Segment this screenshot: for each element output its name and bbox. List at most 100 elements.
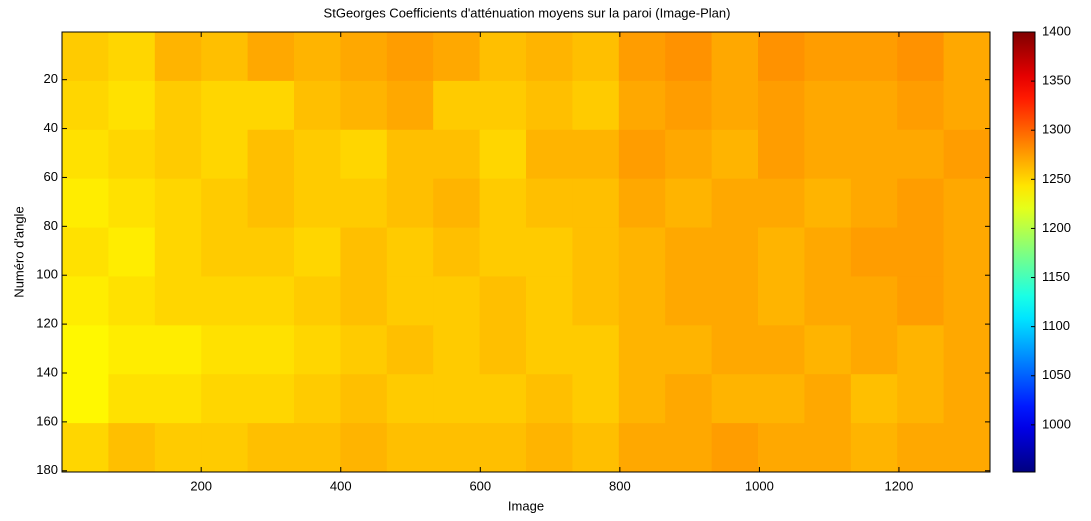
heatmap-cell [247, 276, 295, 326]
heatmap-cell [618, 129, 666, 180]
heatmap-cell [572, 374, 620, 424]
heatmap-cell [758, 423, 805, 473]
heatmap-cell [294, 178, 341, 229]
heatmap-cell [201, 325, 249, 375]
heatmap-cell [294, 374, 341, 424]
heatmap-cell [294, 32, 341, 82]
heatmap-cell [247, 423, 295, 473]
heatmap-cell [479, 374, 527, 424]
heatmap-cell [572, 423, 620, 473]
heatmap-cell [897, 325, 945, 375]
heatmap-cell [433, 276, 481, 326]
heatmap-cell [108, 276, 156, 326]
heatmap-cell [943, 80, 991, 131]
heatmap-cell [618, 374, 666, 424]
y-tick-label: 120 [36, 316, 58, 331]
colorbar-tick-label: 1400 [1042, 23, 1071, 38]
heatmap-cell [108, 423, 156, 473]
heatmap-cell [247, 129, 295, 180]
heatmap-cell [433, 423, 481, 473]
heatmap-cell [711, 374, 759, 424]
heatmap-cell [294, 227, 341, 277]
heatmap-cell [804, 374, 852, 424]
heatmap-cell [711, 423, 759, 473]
heatmap-cell [758, 178, 805, 229]
heatmap-cell [108, 178, 156, 229]
heatmap-cell [386, 178, 434, 229]
heatmap-cell [62, 423, 109, 473]
heatmap-cell [618, 276, 666, 326]
heatmap-cell [804, 32, 852, 82]
heatmap-cell [154, 227, 202, 277]
heatmap-cell [526, 80, 573, 131]
heatmap-cell [479, 325, 527, 375]
heatmap-cell [804, 80, 852, 131]
heatmap-cell [526, 178, 573, 229]
heatmap-cell [201, 32, 249, 82]
heatmap-cell [572, 178, 620, 229]
heatmap-cell [386, 276, 434, 326]
heatmap-cell [340, 325, 388, 375]
colorbar [1012, 31, 1036, 473]
heatmap-cell [897, 80, 945, 131]
heatmap-cell [804, 423, 852, 473]
chart-title: StGeorges Coefficients d'atténuation moy… [324, 5, 731, 20]
heatmap-cell [386, 32, 434, 82]
heatmap-cell [479, 129, 527, 180]
heatmap-cell [108, 129, 156, 180]
heatmap-cell [247, 325, 295, 375]
heatmap-cell [758, 374, 805, 424]
y-tick-label: 180 [36, 462, 58, 477]
heatmap-cell [572, 129, 620, 180]
heatmap-cell [62, 276, 109, 326]
heatmap-cell [804, 129, 852, 180]
y-tick-label: 100 [36, 267, 58, 282]
heatmap-cell [479, 178, 527, 229]
heatmap-cell [850, 80, 898, 131]
heatmap-cell [201, 129, 249, 180]
colorbar-tick-label: 1000 [1042, 416, 1071, 431]
heatmap-cell [340, 32, 388, 82]
heatmap-cell [108, 325, 156, 375]
heatmap-cell [62, 80, 109, 131]
heatmap-cell [386, 227, 434, 277]
heatmap-cell [758, 129, 805, 180]
heatmap-cell [108, 80, 156, 131]
heatmap-cell [618, 178, 666, 229]
heatmap-cell [711, 80, 759, 131]
heatmap-cell [433, 80, 481, 131]
heatmap-cell [526, 325, 573, 375]
heatmap-cell [247, 32, 295, 82]
heatmap-cell [897, 129, 945, 180]
heatmap-cell [804, 178, 852, 229]
heatmap-cell [665, 80, 713, 131]
heatmap-cell [154, 129, 202, 180]
heatmap-cell [386, 80, 434, 131]
y-tick-label: 160 [36, 413, 58, 428]
heatmap-cell [62, 325, 109, 375]
heatmap-cell [340, 276, 388, 326]
heatmap-cell [433, 374, 481, 424]
x-tick-label: 200 [190, 478, 212, 493]
heatmap-cell [201, 276, 249, 326]
x-axis-label: Image [508, 498, 544, 513]
heatmap-cell [340, 374, 388, 424]
heatmap-cell [62, 129, 109, 180]
heatmap-cell [711, 276, 759, 326]
heatmap-cell [340, 129, 388, 180]
heatmap-cell [154, 276, 202, 326]
heatmap-cell [850, 423, 898, 473]
heatmap-cell [108, 32, 156, 82]
heatmap-cell [201, 423, 249, 473]
y-tick-label: 140 [36, 364, 58, 379]
heatmap-cell [943, 374, 991, 424]
heatmap-cell [201, 374, 249, 424]
heatmap-cell [850, 32, 898, 82]
y-tick-label: 80 [44, 218, 58, 233]
heatmap-cell [850, 178, 898, 229]
heatmap-cell [618, 80, 666, 131]
heatmap-cell [618, 325, 666, 375]
heatmap-cell [618, 227, 666, 277]
heatmap-cell [758, 32, 805, 82]
heatmap-cell [201, 178, 249, 229]
